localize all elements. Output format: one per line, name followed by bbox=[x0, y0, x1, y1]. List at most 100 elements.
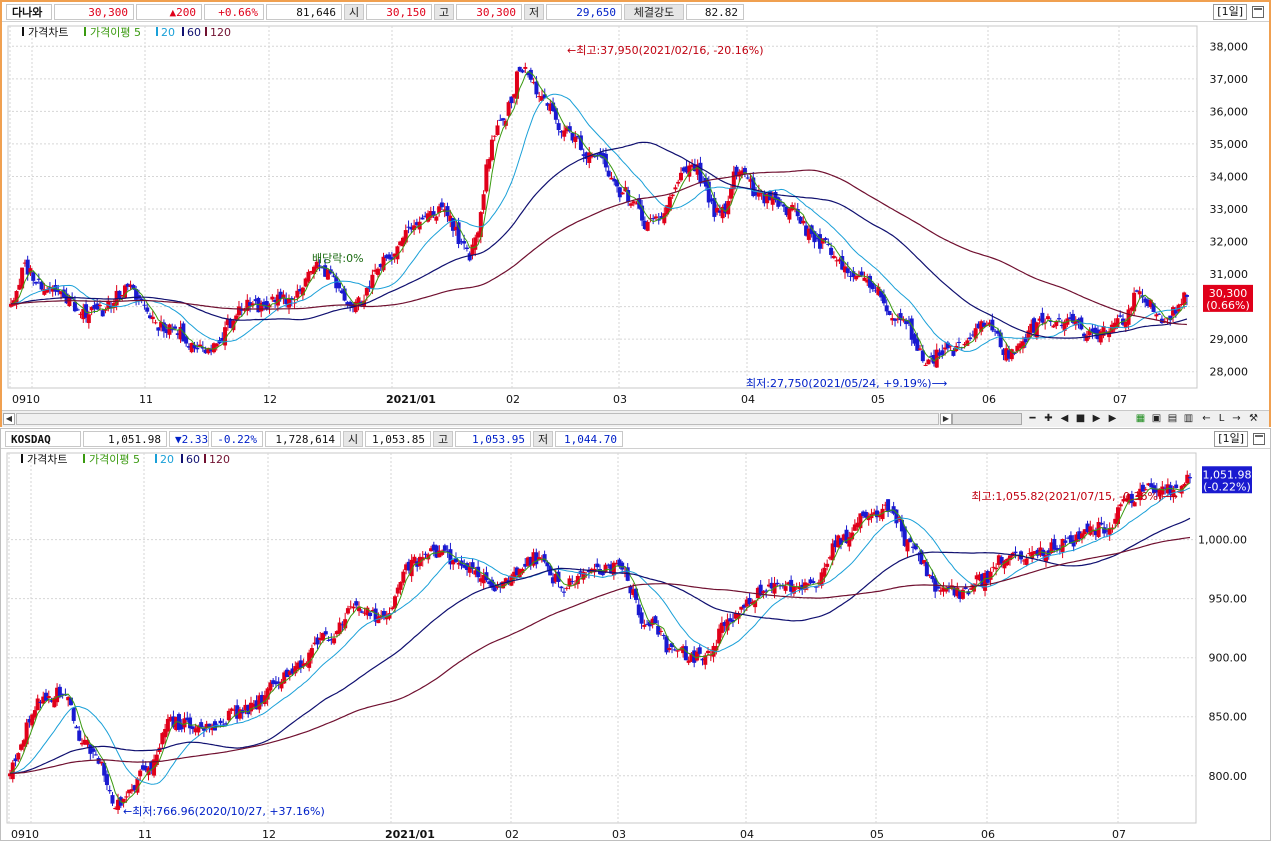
stock-x-tick-label: 04 bbox=[741, 393, 755, 406]
index-high: 1,053.95 bbox=[455, 431, 531, 447]
index-candle-body bbox=[1027, 553, 1032, 555]
index-candle-body bbox=[248, 702, 253, 712]
index-candle-body bbox=[451, 559, 456, 565]
stock-candle-body bbox=[737, 171, 742, 177]
index-candle-body bbox=[747, 597, 752, 605]
symbol-name[interactable]: 다나와 bbox=[6, 4, 52, 20]
stock-candle-body bbox=[153, 322, 158, 324]
save-icon[interactable]: ▣ bbox=[1151, 413, 1162, 424]
index-candle-body bbox=[82, 739, 87, 745]
arrow-left-icon[interactable]: ← bbox=[1202, 413, 1211, 424]
stock-candle-body bbox=[865, 279, 870, 283]
stock-candle-body bbox=[659, 216, 664, 220]
stop-icon[interactable]: ■ bbox=[1075, 413, 1086, 424]
stock-candle-body bbox=[1143, 298, 1148, 303]
stock-candle-body bbox=[1070, 313, 1075, 323]
stock-candle-body bbox=[231, 320, 236, 331]
index-candle-body bbox=[138, 770, 143, 777]
stock-candle-body bbox=[375, 268, 380, 275]
stock-chart-panel[interactable]: 다나와 30,300 ▲200 +0.66% 81,646 시 30,150 고… bbox=[0, 0, 1271, 427]
stock-candle-body bbox=[559, 131, 564, 133]
period-selector[interactable]: [1일] bbox=[1213, 4, 1247, 20]
index-candle-body bbox=[19, 744, 24, 750]
move-left-icon[interactable]: ◀ bbox=[1060, 413, 1069, 424]
stock-candle-body bbox=[887, 311, 892, 315]
line-tool-icon[interactable]: L bbox=[1218, 413, 1225, 424]
index-candle-body bbox=[229, 708, 234, 711]
stock-candle-body bbox=[287, 298, 291, 308]
stock-candle-body bbox=[854, 276, 859, 280]
grid-icon[interactable]: ▥ bbox=[1183, 413, 1194, 424]
index-candle-body bbox=[301, 663, 306, 667]
index-candle-body bbox=[57, 686, 62, 698]
price-change-pct: +0.66% bbox=[204, 4, 264, 20]
excel-icon[interactable]: ▦ bbox=[1135, 413, 1146, 424]
stock-candle-body bbox=[420, 217, 425, 220]
index-candle-body bbox=[1160, 486, 1165, 495]
index-candle-body bbox=[1110, 527, 1115, 530]
stock-candle-body bbox=[61, 289, 66, 298]
stock-candle-body bbox=[837, 259, 842, 262]
index-period-selector[interactable]: [1일] bbox=[1214, 431, 1248, 447]
stock-candle-body bbox=[868, 275, 873, 288]
stock-candle-body bbox=[173, 326, 178, 329]
stock-candle-body bbox=[306, 271, 311, 282]
zoom-slider[interactable] bbox=[952, 413, 1022, 425]
index-candle-body bbox=[750, 601, 755, 604]
stock-candle-body bbox=[1018, 343, 1023, 348]
stock-candle-body bbox=[776, 197, 781, 207]
index-candle-body bbox=[273, 681, 278, 685]
stock-candle-body bbox=[767, 190, 772, 201]
stock-candle-body bbox=[631, 201, 636, 204]
index-candle-body bbox=[1077, 531, 1082, 540]
zoom-out-icon[interactable]: ━ bbox=[1029, 413, 1036, 424]
index-candle-body bbox=[401, 571, 406, 583]
stock-candle-body bbox=[759, 192, 764, 194]
index-name[interactable]: KOSDAQ bbox=[5, 431, 81, 447]
scroll-right-arrow-icon[interactable]: ▶ bbox=[940, 413, 952, 425]
open-price: 30,150 bbox=[366, 4, 432, 20]
maximize-icon[interactable] bbox=[1252, 6, 1264, 18]
stock-candle-body bbox=[45, 289, 50, 293]
index-chart[interactable]: 800.00 850.00 900.00 950.00 1,000.00 09 10 11 12… bbox=[1, 449, 1270, 841]
chart-scrollbar[interactable]: ◀ ▶ ━ ✚ ◀ ■ ▶ ▶ ▦ ▣ ▤ ▥ ← L → ⚒ bbox=[2, 410, 1269, 427]
scroll-left-arrow-icon[interactable]: ◀ bbox=[3, 413, 15, 425]
index-chart-panel[interactable]: KOSDAQ 1,051.98 ▼2.33 -0.22% 1,728,614 시… bbox=[0, 428, 1271, 841]
stock-candle-body bbox=[200, 346, 205, 349]
stock-candle-body bbox=[426, 213, 430, 222]
index-maximize-icon[interactable] bbox=[1253, 433, 1265, 445]
index-candle-body bbox=[174, 717, 179, 731]
stock-candle-body bbox=[1001, 349, 1006, 355]
index-candle-body bbox=[894, 509, 899, 524]
stock-candle-body bbox=[373, 269, 378, 272]
stock-candle-body bbox=[620, 192, 625, 195]
move-right-icon[interactable]: ▶ bbox=[1092, 413, 1101, 424]
index-candle-body bbox=[393, 596, 398, 608]
stock-legend-ma20-marker bbox=[156, 27, 158, 36]
volume: 81,646 bbox=[266, 4, 342, 20]
stock-x-tick-label: 12 bbox=[263, 393, 277, 406]
index-candle-body bbox=[639, 612, 644, 624]
stock-candle-body bbox=[617, 187, 622, 198]
stock-candle-body bbox=[698, 162, 703, 184]
scroll-track[interactable] bbox=[16, 413, 939, 425]
index-candle-body bbox=[429, 548, 434, 552]
index-candle-body bbox=[1135, 496, 1140, 498]
setting-icon[interactable]: ▤ bbox=[1167, 413, 1178, 424]
stock-candle-body bbox=[97, 304, 102, 306]
index-x-tick-label: 02 bbox=[505, 828, 519, 841]
stock-candle-body bbox=[573, 136, 578, 143]
stock-legend-ma120-marker bbox=[205, 27, 207, 36]
stock-candle-body bbox=[592, 156, 597, 158]
stock-candle-body bbox=[122, 285, 127, 298]
zoom-in-icon[interactable]: ✚ bbox=[1044, 413, 1053, 424]
draw-tool-icon[interactable]: ⚒ bbox=[1249, 413, 1258, 424]
index-candle-body bbox=[132, 785, 137, 791]
price-chart[interactable]: 28,00029,00030,00031,00032,00033,00034,0… bbox=[2, 22, 1269, 410]
arrow-right-icon[interactable]: → bbox=[1232, 413, 1241, 424]
stock-candle-body bbox=[615, 179, 620, 187]
index-candle-body bbox=[1185, 474, 1190, 484]
stock-candle-body bbox=[1132, 292, 1137, 312]
end-icon[interactable]: ▶ bbox=[1108, 413, 1117, 424]
stock-candle-body bbox=[400, 237, 405, 247]
